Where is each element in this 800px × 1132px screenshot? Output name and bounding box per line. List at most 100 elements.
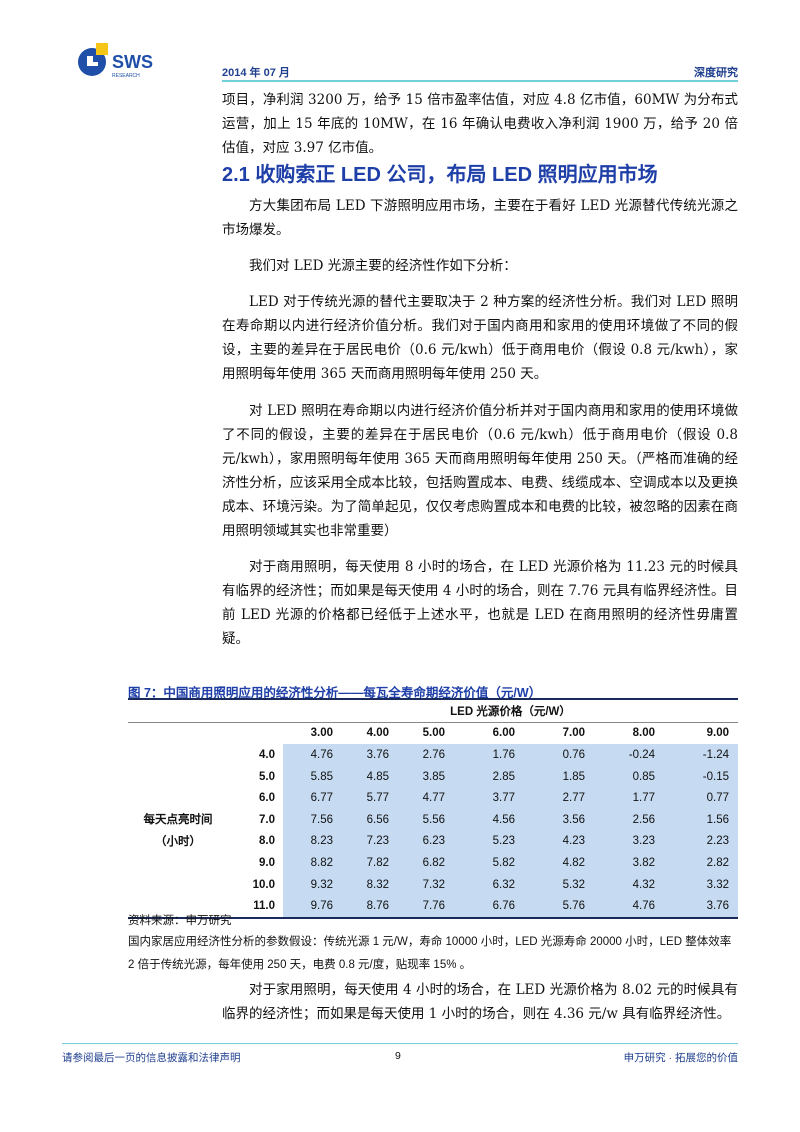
row-header: 10.0 [252,878,275,891]
table-cell: 6.23 [389,830,445,853]
table-cell: 5.85 [283,765,333,788]
table-cell: 3.23 [585,830,655,853]
table-cell: 7.56 [283,808,333,831]
table-cell: 5.82 [445,852,515,874]
table-cell: 8.23 [283,830,333,853]
table-cell: 4.76 [585,895,655,918]
table-row: 5.0 5.85 4.85 3.85 2.85 1.85 0.85 -0.15 [128,765,738,788]
footer-divider [62,1043,738,1044]
figure-source: 资料来源：申万研究 [128,915,232,927]
table-cell: 3.56 [515,808,585,831]
table-row: 9.0 8.82 7.82 6.82 5.82 4.82 3.82 2.82 [128,852,738,874]
footer-disclaimer[interactable]: 请参阅最后一页的信息披露和法律声明 [62,1052,241,1064]
paragraph: 方大集团布局 LED 下游照明应用市场，主要在于看好 LED 光源替代传统光源之… [222,198,738,238]
table-cell: 3.82 [585,852,655,874]
table-cell: 7.23 [333,830,389,853]
table-cell: 0.76 [515,744,585,766]
table-cell: 5.23 [445,830,515,853]
row-group-label-line: 每天点亮时间 [143,813,213,826]
table-cell: 4.77 [389,787,445,809]
table-cell: 6.56 [333,808,389,831]
header-divider [222,80,738,82]
table-cell: 9.32 [283,873,333,896]
table-cell: 6.76 [445,895,515,918]
table-row: 6.0 6.77 5.77 4.77 3.77 2.77 1.77 0.77 [128,787,738,809]
table-cell: 1.56 [655,808,738,831]
paragraph: 对 LED 照明在寿命期以内进行经济价值分析并对于国内商用和家用的使用环境做了不… [222,403,738,539]
row-group-label: 每天点亮时间 （小时） [128,744,228,918]
table-cell: 8.82 [283,852,333,874]
table-cell: 2.23 [655,830,738,853]
figure-title: 图 7：中国商用照明应用的经济性分析——每瓦全寿命期经济价值（元/W） [128,686,542,700]
section-title: 2.1 收购索正 LED 公司，布局 LED 照明应用市场 [222,164,658,186]
table-cell: 0.77 [655,787,738,809]
column-header: 4.00 [366,727,389,740]
table-cell: 4.56 [445,808,515,831]
table-row: 8.0 8.23 7.23 6.23 5.23 4.23 3.23 2.23 [128,830,738,853]
table-cell: 3.76 [655,895,738,918]
row-header: 8.0 [259,835,275,848]
table-cell: 4.76 [283,744,333,766]
table-cell: 3.85 [389,765,445,788]
row-header: 9.0 [259,856,275,869]
table-cell: 4.82 [515,852,585,874]
row-header: 11.0 [253,900,275,913]
sws-logo: SWS RESEARCH [76,40,166,80]
report-date: 2014 年 07 月 [222,67,290,79]
svg-text:RESEARCH: RESEARCH [112,73,140,79]
table-cell: 4.85 [333,765,389,788]
table-row: 每天点亮时间 （小时） 4.0 4.76 3.76 2.76 1.76 0.76 -0.24 -1… [128,744,738,848]
paragraph: 项目，净利润 3200 万，给予 15 倍市盈率估值，对应 4.8 亿市值，60… [222,92,738,156]
table-row: 10.0 9.32 8.32 7.32 6.32 5.32 4.32 3.32 [128,873,738,896]
economics-table: LED 光源价格（元/W） 3.00 4.00 5.00 6.00 7.00 8.00 9.… [128,698,738,919]
table-cell: 5.56 [389,808,445,831]
table-cell: 1.85 [515,765,585,788]
column-group-label: LED 光源价格（元/W） [450,705,571,718]
table-cell: 0.85 [585,765,655,788]
table-cell: 2.77 [515,787,585,809]
row-header: 5.0 [259,770,275,783]
table-cell: 7.76 [389,895,445,918]
column-header: 7.00 [562,727,585,740]
table-cell: 4.32 [585,873,655,896]
page-number: 9 [395,1050,401,1062]
table-cell: 2.76 [389,744,445,766]
paragraph: 我们对 LED 光源主要的经济性作如下分析： [249,258,517,274]
table-cell: 3.76 [333,744,389,766]
table-cell: -0.24 [585,744,655,766]
row-header: 4.0 [259,748,275,761]
column-header: 9.00 [706,727,729,740]
table-cell: 6.82 [389,852,445,874]
table-cell: 9.76 [283,895,333,918]
table-row: 11.0 9.76 8.76 7.76 6.76 5.76 4.76 3.76 [128,895,738,918]
column-header: 8.00 [632,727,655,740]
report-type: 深度研究 [694,67,738,79]
table-cell: 2.56 [585,808,655,831]
row-header: 6.0 [259,792,275,805]
table-cell: 4.23 [515,830,585,853]
table-cell: 5.77 [333,787,389,809]
column-header: 6.00 [492,727,515,740]
figure-note: 国内家居应用经济性分析的参数假设：传统光源 1 元/W，寿命 10000 小时，… [128,936,732,971]
table-cell: 6.77 [283,787,333,809]
table-cell: 2.85 [445,765,515,788]
table-cell: 7.82 [333,852,389,874]
row-group-label-unit: （小时） [155,835,201,848]
table-cell: 8.76 [333,895,389,918]
table-cell: 7.32 [389,873,445,896]
column-header: 5.00 [422,727,445,740]
paragraph: 对于家用照明，每天使用 4 小时的场合，在 LED 光源价格为 8.02 元的时… [222,982,738,1022]
table-cell: 1.76 [445,744,515,766]
table-cell: 1.77 [585,787,655,809]
table-cell: -1.24 [655,744,738,766]
table-cell: 5.76 [515,895,585,918]
table-cell: 8.32 [333,873,389,896]
table-cell: 3.77 [445,787,515,809]
table-cell: 6.32 [445,873,515,896]
table-row: 7.0 7.56 6.56 5.56 4.56 3.56 2.56 1.56 [128,808,738,831]
footer-slogan: 申万研究 · 拓展您的价值 [623,1052,738,1064]
paragraph: LED 对于传统光源的替代主要取决于 2 种方案的经济性分析。我们对 LED 照… [222,294,738,382]
row-header: 7.0 [259,813,275,826]
column-header: 3.00 [310,727,333,740]
table-cell: -0.15 [655,765,738,788]
